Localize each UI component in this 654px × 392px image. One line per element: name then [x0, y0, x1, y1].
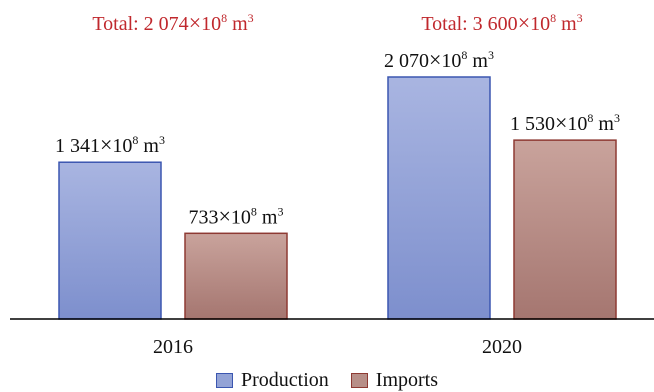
bar-production-2020 [387, 76, 491, 320]
bar-imports-2016 [184, 232, 288, 320]
total-label-2016: Total: 2 074×108 m3 [92, 10, 253, 35]
total-label-2020: Total: 3 600×108 m3 [421, 10, 582, 35]
legend-label-production: Production [241, 368, 329, 391]
x-tick-label-2016: 2016 [153, 336, 193, 358]
legend-label-imports: Imports [375, 368, 438, 391]
legend-swatch-imports [350, 372, 368, 388]
x-tick-label-2020: 2020 [482, 336, 522, 358]
legend-item-production: Production [216, 369, 329, 392]
data-label-imports-2016: 733×108 m3 [189, 203, 284, 228]
bar-production-2016 [58, 161, 162, 320]
legend-swatch-production [216, 372, 233, 388]
bar-imports-2020 [513, 139, 617, 320]
data-label-production-2020: 2 070×108 m3 [384, 47, 494, 72]
legend-item-imports: Imports [350, 368, 438, 392]
legend: Production Imports [0, 368, 654, 392]
data-label-production-2016: 1 341×108 m3 [55, 132, 165, 157]
data-label-imports-2020: 1 530×108 m3 [510, 110, 620, 135]
